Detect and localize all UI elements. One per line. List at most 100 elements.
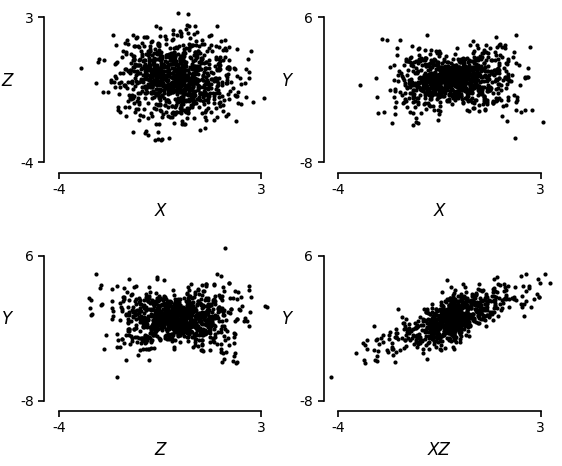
Point [464, 86, 473, 94]
Point [184, 306, 193, 314]
Point [166, 56, 175, 64]
Point [210, 298, 219, 305]
Point [433, 83, 442, 91]
Point [445, 308, 454, 316]
Point [156, 315, 165, 322]
Point [184, 69, 193, 76]
X-axis label: XZ: XZ [428, 441, 451, 459]
Point [472, 291, 481, 298]
Point [448, 62, 457, 69]
Point [464, 89, 473, 96]
Point [159, 71, 168, 79]
Point [167, 331, 176, 338]
Point [444, 329, 453, 336]
Point [441, 329, 450, 337]
Point [180, 308, 189, 315]
Point [450, 316, 459, 323]
Point [442, 68, 451, 75]
Point [449, 326, 458, 334]
Point [456, 64, 465, 72]
Point [504, 73, 513, 81]
Point [200, 40, 209, 48]
Point [203, 71, 212, 79]
Point [181, 67, 190, 74]
Point [196, 57, 205, 64]
Point [148, 73, 157, 81]
Point [490, 275, 499, 283]
Point [139, 57, 148, 64]
Point [153, 61, 162, 69]
Point [197, 302, 206, 309]
Point [194, 325, 203, 333]
Point [478, 314, 487, 322]
Point [166, 322, 175, 329]
Point [421, 105, 430, 112]
Point [164, 333, 173, 341]
Point [184, 89, 193, 97]
Point [158, 296, 167, 304]
Point [440, 81, 449, 89]
Point [420, 60, 429, 68]
Point [151, 312, 160, 320]
Point [184, 314, 193, 321]
Point [433, 65, 442, 73]
Point [448, 77, 457, 84]
Point [445, 301, 454, 308]
Point [147, 306, 156, 313]
Point [151, 80, 160, 87]
Point [153, 89, 162, 97]
Point [457, 78, 466, 86]
Point [200, 124, 209, 132]
Point [188, 322, 197, 329]
Point [448, 320, 457, 328]
Point [185, 64, 194, 71]
Point [225, 63, 234, 70]
X-axis label: X: X [155, 203, 166, 220]
Point [184, 320, 193, 327]
Point [433, 322, 442, 330]
Point [147, 73, 156, 81]
Point [151, 289, 160, 297]
Point [157, 74, 166, 81]
Point [232, 359, 241, 367]
Point [195, 313, 204, 321]
Point [443, 86, 452, 93]
Point [155, 302, 164, 310]
Point [148, 329, 157, 337]
Point [115, 80, 124, 87]
Point [160, 67, 169, 75]
Point [432, 337, 441, 345]
Point [445, 309, 454, 317]
Point [436, 324, 445, 331]
Point [169, 325, 178, 332]
Point [161, 308, 170, 315]
Point [155, 51, 164, 58]
Point [155, 64, 164, 71]
Point [405, 336, 414, 343]
Point [165, 319, 174, 326]
Point [453, 314, 462, 321]
Point [182, 314, 191, 321]
Point [189, 70, 198, 77]
Point [173, 319, 182, 326]
Point [449, 320, 458, 327]
Point [156, 56, 165, 63]
Point [169, 345, 178, 352]
Point [495, 61, 504, 69]
Point [423, 79, 432, 86]
Point [142, 345, 151, 352]
Point [496, 301, 505, 308]
Point [174, 330, 183, 337]
Point [162, 75, 171, 83]
Point [215, 53, 224, 60]
Point [179, 322, 188, 329]
Point [202, 64, 211, 72]
Point [222, 112, 231, 119]
Point [424, 329, 433, 336]
Point [136, 69, 145, 77]
Point [206, 89, 215, 97]
Point [491, 75, 500, 82]
Point [204, 300, 213, 308]
Point [188, 70, 197, 78]
Point [393, 44, 402, 51]
